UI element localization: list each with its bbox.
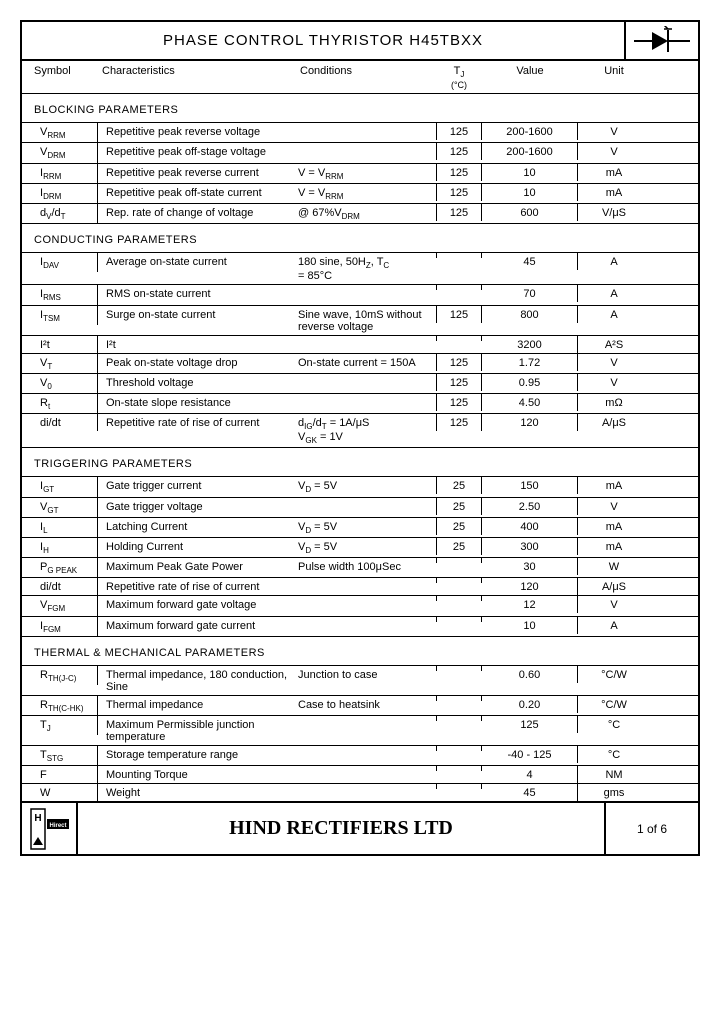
table-row: di/dt Repetitive rate of rise of current… [22, 577, 698, 595]
svg-text:Hirect: Hirect [49, 823, 66, 829]
table-row: IDRM Repetitive peak off-state current V… [22, 183, 698, 203]
table-row: IH Holding Current VD = 5V 25 300 mA [22, 537, 698, 557]
page-title: PHASE CONTROL THYRISTOR H45TBXX [22, 22, 626, 59]
table-row: ITSM Surge on-state current Sine wave, 1… [22, 305, 698, 335]
table-row: IRRM Repetitive peak reverse current V =… [22, 163, 698, 183]
logo-icon: H Hirect [22, 803, 78, 854]
table-row: VT Peak on-state voltage drop On-state c… [22, 353, 698, 373]
section-blocking: BLOCKING PARAMETERS [22, 94, 698, 122]
table-row: W Weight 45 gms [22, 783, 698, 801]
table-row: di/dt Repetitive rate of rise of current… [22, 413, 698, 448]
table-row: VGT Gate trigger voltage 25 2.50 V [22, 497, 698, 517]
header-value: Value [482, 65, 578, 91]
table-row: F Mounting Torque 4 NM [22, 765, 698, 783]
table-row: VFGM Maximum forward gate voltage 12 V [22, 595, 698, 615]
table-row: IL Latching Current VD = 5V 25 400 mA [22, 517, 698, 537]
table-header: Symbol Characteristics Conditions TJ (°C… [22, 61, 698, 94]
thyristor-symbol-icon [626, 22, 698, 59]
header-tj: TJ (°C) [436, 65, 482, 91]
table-row: RTH(C-HK) Thermal impedance Case to heat… [22, 695, 698, 715]
table-row: TSTG Storage temperature range -40 - 125… [22, 745, 698, 765]
section-thermal: THERMAL & MECHANICAL PARAMETERS [22, 637, 698, 665]
header-symbol: Symbol [22, 65, 98, 91]
table-row: dV/dT Rep. rate of change of voltage @ 6… [22, 203, 698, 224]
section-triggering: TRIGGERING PARAMETERS [22, 448, 698, 476]
table-row: IDAV Average on-state current 180 sine, … [22, 252, 698, 284]
table-row: Rt On-state slope resistance 125 4.50 mΩ [22, 393, 698, 413]
company-name: HIND RECTIFIERS LTD [78, 803, 606, 854]
table-row: RTH(J-C) Thermal impedance, 180 conducti… [22, 665, 698, 695]
table-row: VRRM Repetitive peak reverse voltage 125… [22, 122, 698, 142]
svg-text:H: H [34, 813, 41, 824]
table-row: I²t I²t 3200 A²S [22, 335, 698, 353]
table-row: V0 Threshold voltage 125 0.95 V [22, 373, 698, 393]
title-row: PHASE CONTROL THYRISTOR H45TBXX [22, 22, 698, 61]
page-number: 1 of 6 [606, 803, 698, 854]
header-unit: Unit [578, 65, 650, 91]
table-row: VDRM Repetitive peak off-stage voltage 1… [22, 142, 698, 162]
datasheet-page: PHASE CONTROL THYRISTOR H45TBXX Symbol C… [20, 20, 700, 856]
footer: H Hirect HIND RECTIFIERS LTD 1 of 6 [22, 801, 698, 854]
table-row: IGT Gate trigger current VD = 5V 25 150 … [22, 476, 698, 496]
section-conducting: CONDUCTING PARAMETERS [22, 224, 698, 252]
table-row: PG PEAK Maximum Peak Gate Power Pulse wi… [22, 557, 698, 577]
table-row: IRMS RMS on-state current 70 A [22, 284, 698, 304]
header-conditions: Conditions [296, 65, 436, 91]
table-row: TJ Maximum Permissible junction temperat… [22, 715, 698, 745]
table-row: IFGM Maximum forward gate current 10 A [22, 616, 698, 637]
header-characteristics: Characteristics [98, 65, 296, 91]
